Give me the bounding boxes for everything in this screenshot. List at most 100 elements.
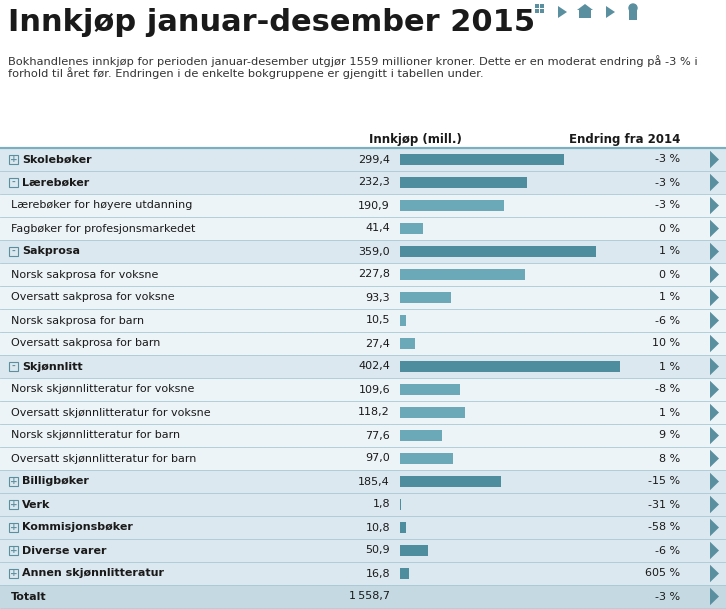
Polygon shape — [710, 151, 719, 168]
Text: +: + — [9, 546, 17, 555]
Text: Oversatt sakprosa for barn: Oversatt sakprosa for barn — [11, 339, 160, 348]
Text: 9 %: 9 % — [658, 431, 680, 440]
Bar — [535, 9, 539, 13]
Circle shape — [629, 4, 637, 12]
Bar — [0, 516, 726, 539]
Text: -6 %: -6 % — [655, 315, 680, 325]
Bar — [400, 429, 442, 442]
Bar — [0, 332, 726, 355]
Text: Billigbøker: Billigbøker — [22, 476, 89, 487]
Text: 118,2: 118,2 — [358, 407, 390, 418]
Bar — [9, 546, 18, 555]
Bar — [0, 171, 726, 194]
Polygon shape — [710, 220, 719, 238]
Text: Oversatt sakprosa for voksne: Oversatt sakprosa for voksne — [11, 292, 175, 303]
Text: -6 %: -6 % — [655, 546, 680, 555]
Text: +: + — [9, 155, 17, 164]
Text: -31 %: -31 % — [648, 499, 680, 510]
Text: +: + — [9, 523, 17, 532]
Bar — [0, 263, 726, 286]
Text: 190,9: 190,9 — [358, 200, 390, 211]
Polygon shape — [606, 6, 615, 18]
Bar — [400, 153, 563, 166]
Text: Annen skjønnlitteratur: Annen skjønnlitteratur — [22, 568, 164, 579]
Text: -: - — [12, 247, 15, 256]
Bar — [535, 4, 539, 8]
Text: 16,8: 16,8 — [365, 568, 390, 579]
Bar — [400, 544, 428, 557]
Bar — [400, 177, 527, 188]
Polygon shape — [710, 542, 719, 559]
Polygon shape — [710, 381, 719, 398]
Text: Diverse varer: Diverse varer — [22, 546, 107, 555]
Bar — [400, 222, 423, 234]
Text: 1 %: 1 % — [659, 292, 680, 303]
Text: Sakprosa: Sakprosa — [22, 247, 80, 256]
Text: Kommisjonsbøker: Kommisjonsbøker — [22, 523, 133, 532]
Bar — [400, 337, 415, 350]
Text: -8 %: -8 % — [655, 384, 680, 395]
Text: 50,9: 50,9 — [365, 546, 390, 555]
Text: -3 %: -3 % — [655, 200, 680, 211]
Text: -: - — [12, 362, 15, 371]
Text: 299,4: 299,4 — [358, 155, 390, 164]
Bar — [0, 240, 726, 263]
Text: 77,6: 77,6 — [365, 431, 390, 440]
Text: 0 %: 0 % — [659, 224, 680, 233]
Polygon shape — [710, 519, 719, 537]
Polygon shape — [710, 427, 719, 444]
Bar — [400, 314, 406, 326]
Bar — [9, 247, 18, 256]
Bar — [0, 355, 726, 378]
Bar — [400, 384, 460, 395]
Text: 1,8: 1,8 — [372, 499, 390, 510]
Text: -15 %: -15 % — [648, 476, 680, 487]
Bar — [579, 10, 591, 18]
Text: Skjønnlitt: Skjønnlitt — [22, 362, 83, 371]
Bar — [400, 200, 505, 211]
Polygon shape — [710, 174, 719, 191]
Polygon shape — [710, 289, 719, 306]
Text: 1 %: 1 % — [659, 362, 680, 371]
Bar — [0, 447, 726, 470]
Text: 402,4: 402,4 — [358, 362, 390, 371]
Bar — [0, 309, 726, 332]
Text: 1 %: 1 % — [659, 247, 680, 256]
Text: -: - — [12, 178, 15, 187]
Text: Norsk sakprosa for voksne: Norsk sakprosa for voksne — [11, 270, 158, 280]
Text: Oversatt skjønnlitteratur for voksne: Oversatt skjønnlitteratur for voksne — [11, 407, 211, 418]
Bar — [0, 217, 726, 240]
Text: 359,0: 359,0 — [359, 247, 390, 256]
Text: Endring fra 2014: Endring fra 2014 — [568, 133, 680, 146]
Text: 1 558,7: 1 558,7 — [349, 591, 390, 602]
Polygon shape — [710, 496, 719, 513]
Text: -3 %: -3 % — [655, 591, 680, 602]
Text: 41,4: 41,4 — [365, 224, 390, 233]
Text: Skolebøker: Skolebøker — [22, 155, 91, 164]
Bar — [0, 539, 726, 562]
Polygon shape — [710, 243, 719, 260]
Bar — [0, 378, 726, 401]
Text: Oversatt skjønnlitteratur for barn: Oversatt skjønnlitteratur for barn — [11, 454, 196, 463]
Text: +: + — [9, 477, 17, 486]
Bar — [9, 477, 18, 486]
Bar — [400, 521, 406, 533]
Bar — [400, 292, 451, 303]
Polygon shape — [710, 473, 719, 490]
Polygon shape — [577, 4, 593, 10]
Text: Norsk skjønnlitteratur for voksne: Norsk skjønnlitteratur for voksne — [11, 384, 195, 395]
Bar — [400, 245, 596, 258]
Text: 1 %: 1 % — [659, 407, 680, 418]
Text: Fagbøker for profesjonsmarkedet: Fagbøker for profesjonsmarkedet — [11, 224, 195, 233]
Text: Innkjøp (mill.): Innkjøp (mill.) — [369, 133, 462, 146]
Bar — [0, 286, 726, 309]
Bar — [0, 424, 726, 447]
Bar — [540, 4, 544, 8]
Polygon shape — [710, 565, 719, 582]
Text: forhold til året før. Endringen i de enkelte bokgruppene er gjengitt i tabellen : forhold til året før. Endringen i de enk… — [8, 67, 484, 79]
Bar — [400, 407, 465, 418]
Text: 10,8: 10,8 — [365, 523, 390, 532]
Bar — [400, 568, 409, 580]
Text: Lærebøker: Lærebøker — [22, 177, 89, 188]
Text: 109,6: 109,6 — [359, 384, 390, 395]
